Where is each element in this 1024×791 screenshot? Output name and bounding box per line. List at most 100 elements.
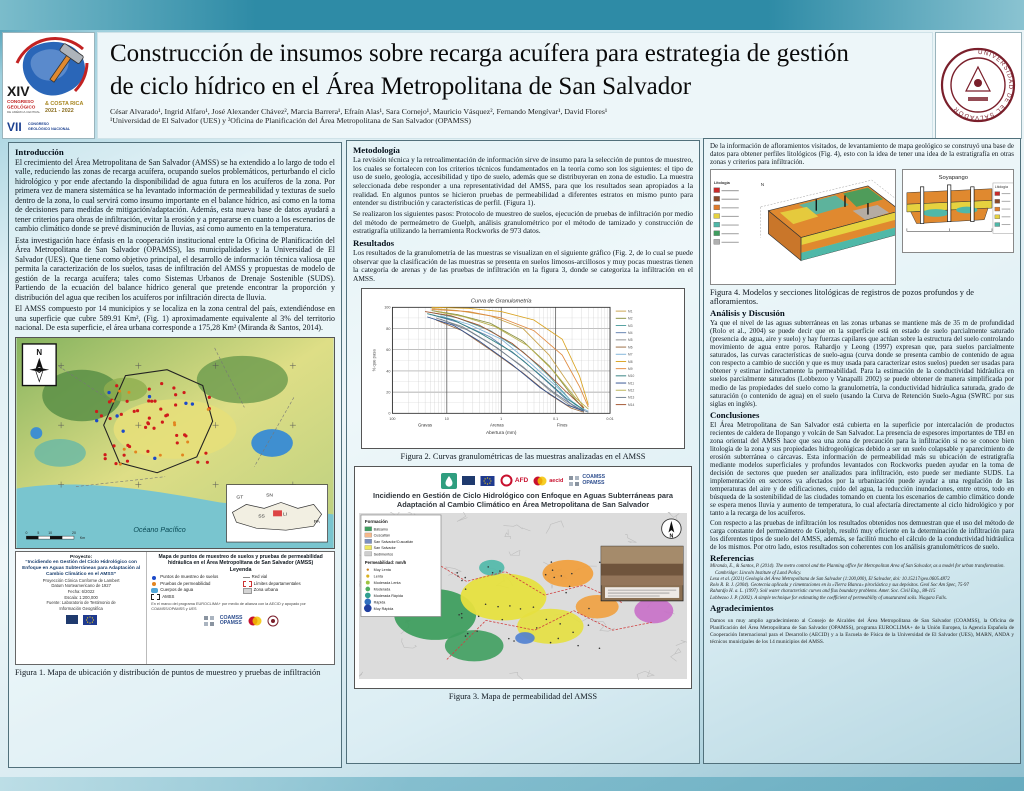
svg-text:SN: SN [266,492,273,498]
figure4-caption: Figura 4. Modelos y secciones litológica… [710,288,974,307]
legend-item: Pruebas de permeabilidad [151,581,238,587]
coamss-emblem-icon [569,475,580,486]
legend-item: Zona urbana [242,587,330,594]
reference-entry: Rolo R. B. J. (2004). Geotecnia aplicada… [710,583,969,589]
figure4-images: Litología N [710,169,1014,286]
svg-text:PA: PA [314,519,321,525]
svg-text:M3: M3 [628,323,633,327]
poster-header: Construcción de insumos sobre recarga ac… [97,32,933,139]
legend-meta-line: Escala: 1:200,000 [64,594,98,600]
eu-flag-icon [480,475,495,486]
svg-text:1: 1 [500,416,502,420]
svg-text:M9: M9 [628,367,633,371]
affiliation-line: ¹Universidad de El Salvador (UES) y ²Ofi… [110,116,472,125]
svg-text:SS: SS [258,513,265,519]
svg-text:N: N [761,182,765,188]
top-border-band [0,0,1024,30]
svg-text:GEOLÓGICO: GEOLÓGICO [7,103,36,110]
referencias-heading: Referencias [710,553,754,564]
bottom-border-band [0,777,1024,791]
figure4-section-image: Soyapango Litologí [901,169,1014,254]
conclusiones-paragraph-1: El Área Metropolitana de San Salvador es… [710,420,1014,518]
right-column: De la información de afloramientos visit… [703,138,1021,764]
intro-paragraph-1: El crecimiento del Área Metropolitana de… [15,158,335,234]
agradecimientos-heading: Agradecimientos [710,602,774,613]
svg-text:N: N [669,533,673,539]
svg-text:10: 10 [48,531,52,535]
svg-text:Curva de Granulometría: Curva de Granulometría [471,298,532,304]
svg-text:Arenas: Arenas [490,422,505,427]
svg-text:M7: M7 [628,352,633,356]
intro-heading: Introducción [15,147,64,157]
permeability-map-image: Formación Bálsamo Cuscatlán San Salvador/Cu… [349,505,699,692]
svg-text:40: 40 [386,369,390,373]
conclusiones-heading: Conclusiones [710,409,760,420]
left-column: Introducción El crecimiento del Área Met… [8,142,342,768]
leyenda-label: Leyenda [229,567,252,574]
svg-text:Bálsamo: Bálsamo [374,527,388,531]
svg-text:GEOLÓGICO NACIONAL: GEOLÓGICO NACIONAL [28,126,71,131]
congress-logo-icon: XIV CONGRESO GEOLÓGICO DE AMÉRICA CENTRA… [7,36,89,134]
metodologia-paragraph-2: Se realizaron los siguientes pasos: Prot… [353,208,693,236]
svg-text:Lenta: Lenta [374,574,384,578]
legend-item: AMSS [151,594,238,600]
svg-text:M10: M10 [628,374,634,378]
legend-meta-line: Datum Norteamericano de 1927 [51,583,111,589]
patch-gray-icon [242,587,252,594]
svg-text:0: 0 [388,411,390,415]
svg-text:XIV: XIV [7,83,30,99]
svg-text:Km: Km [80,536,85,540]
svg-text:CONGRESO: CONGRESO [7,99,34,104]
svg-text:Moderada Rápida: Moderada Rápida [374,594,404,598]
svg-text:Sedimentos: Sedimentos [374,552,394,556]
svg-text:Moderada Lenta: Moderada Lenta [374,581,402,585]
svg-text:20: 20 [386,390,390,394]
north-arrow: N [661,518,682,539]
legend-item: Límites departamentales [242,581,330,588]
svg-text:M14: M14 [628,402,634,406]
intro-paragraph-3: El AMSS compuesto por 14 municipios y se… [15,304,335,333]
svg-text:M13: M13 [628,395,634,399]
afd-ring-icon [500,474,513,487]
ocean-label: Océano Pacífico [133,526,185,534]
coamss-emblem-icon [203,616,214,627]
reference-entry: Rahardjo H. a. L. (1997). Soil water cha… [710,589,936,595]
analisis-heading: Análisis y Discusión [710,308,785,319]
svg-text:Abertura (mm): Abertura (mm) [486,430,517,436]
conclusiones-paragraph-2: Con respecto a las pruebas de infiltraci… [710,519,1014,552]
resultados-paragraph: Los resultados de la granulometría de la… [353,247,693,283]
svg-text:Muy Lenta: Muy Lenta [374,568,392,572]
legend-meta-line: Fecha: 6/2022 [67,589,95,595]
svg-text:Permeabilidad: mm/h: Permeabilidad: mm/h [365,560,407,565]
box-red-dash-icon [242,581,252,588]
figure1-project-info: Proyecto: “Incidiendo en Gestión del Cic… [16,551,148,664]
legend-item: Red vial [242,574,330,580]
svg-text:& COSTA RICA: & COSTA RICA [45,101,83,107]
resultados-heading: Resultados [353,237,395,248]
reference-entry: Lexa et al. (2021) Geología del Área Met… [710,576,950,582]
svg-text:20: 20 [72,531,76,535]
figure3-map-box: AFD aecid COAMSS OPAMSS Incidiendo en Ge [349,465,699,692]
svg-text:Cuscatlán: Cuscatlán [374,533,390,537]
figure4-3d-model-image: Litología N [710,169,896,286]
middle-column: Metodología La revisión técnica y la ret… [346,140,700,764]
analisis-paragraph: Ya que el nivel de las aguas subterránea… [710,319,1014,408]
page-title-line1: Construcción de insumos sobre recarga ac… [110,40,849,67]
legend-meta-line: Información Geográfica [59,606,103,612]
litologia-label: Litología [995,185,1008,189]
svg-text:Litología: Litología [714,181,731,185]
svg-text:San Salvador/Cuscatlán: San Salvador/Cuscatlán [374,540,414,544]
svg-text:San Salvador: San Salvador [374,546,397,550]
seal-small-icon [267,615,278,627]
figure1-map-title: Mapa de puntos de muestreo de suelos y p… [158,553,323,567]
svg-text:DE AMÉRICA CENTRAL: DE AMÉRICA CENTRAL [7,109,41,114]
svg-text:M4: M4 [628,331,633,335]
svg-text:M1: M1 [628,309,633,313]
figure3-caption: Figura 3. Mapa de permeabilidad del AMSS [448,691,598,701]
svg-text:0.1: 0.1 [553,416,558,420]
figure1-caption: Figura 1. Mapa de ubicación y distribuci… [15,667,321,677]
svg-text:% que pasa: % que pasa [371,348,376,371]
legend-item: Cuerpos de agua [151,587,238,594]
svg-text:Muy Rápida: Muy Rápida [374,607,395,611]
